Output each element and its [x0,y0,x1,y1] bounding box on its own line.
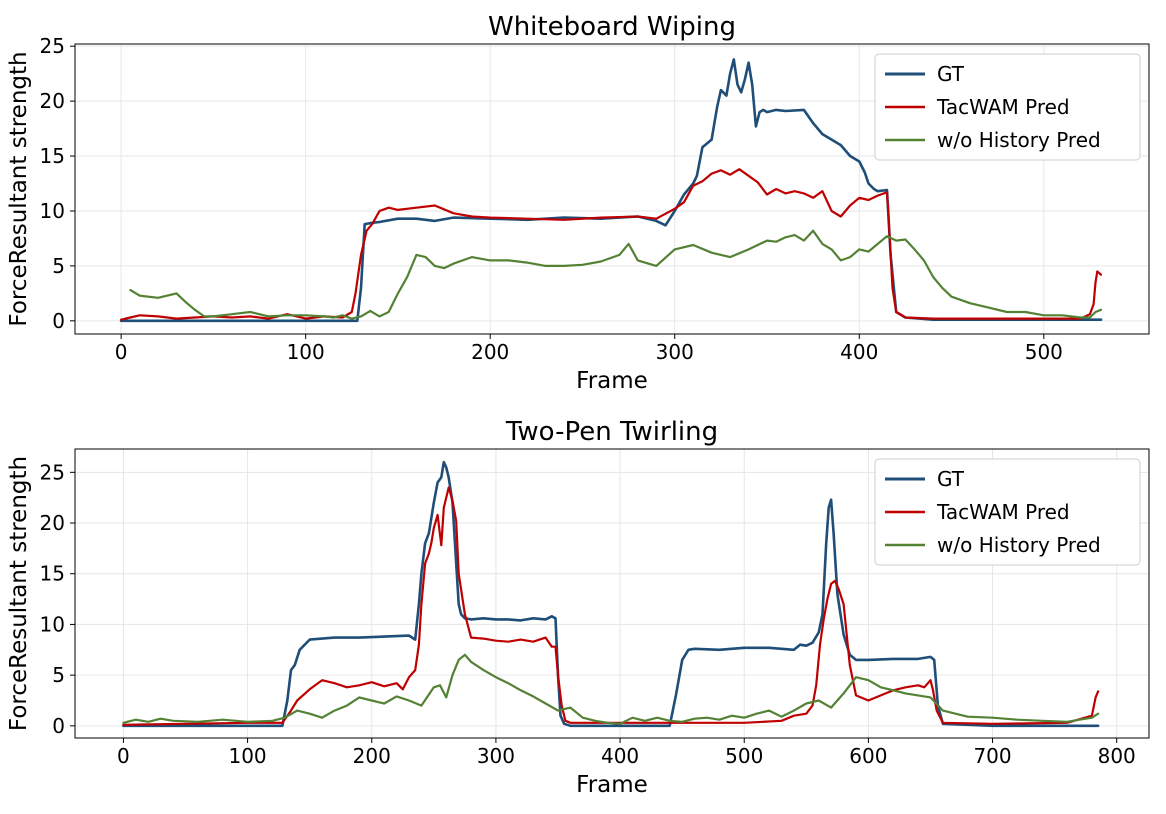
x-tick-label: 800 [1098,744,1136,768]
x-tick-label: 500 [1025,340,1063,364]
x-tick-label: 0 [115,340,128,364]
axes-frame [74,448,1150,739]
x-tick-label: 600 [849,744,887,768]
y-axis-label: ForceResultant strength [6,51,32,326]
legend-label: GT [937,467,965,491]
y-tick-label: 15 [40,144,65,168]
chart-title: Two-Pen Twirling [505,417,718,447]
y-tick-label: 20 [40,511,65,535]
series-line-w-o-history-pred [129,229,1103,320]
y-tick-label: 0 [52,714,65,738]
x-tick-label: 700 [973,744,1011,768]
y-tick-label: 20 [40,89,65,113]
legend-label: w/o History Pred [937,128,1101,152]
legend-box [874,458,1141,566]
x-tick-label: 400 [601,744,639,768]
y-tick-label: 25 [40,34,65,58]
x-tick-label: 100 [228,744,266,768]
x-tick-label: 200 [471,340,509,364]
x-tick-label: 0 [117,744,130,768]
legend-label: TacWAM Pred [936,95,1070,119]
y-axis-label: ForceResultant strength [6,456,32,731]
y-tick-label: 5 [52,663,65,687]
x-tick-label: 300 [477,744,515,768]
series-line-gt [119,58,1103,323]
y-tick-label: 5 [52,254,65,278]
axes-frame [74,43,1150,335]
y-tick-label: 0 [52,309,65,333]
chart-whiteboard-wiping: 0 100 200 300 400 500 0 5 10 15 20 25 Whiteboard Wip… [6,12,1150,394]
series-line-w-o-history-pred [122,653,1100,725]
chart-two-pen-twirling: 0 100 200 300 400 500 600 700 800 0 5 10 15 20 25 Two-P… [6,417,1150,798]
x-tick-label: 200 [353,744,391,768]
series-line-gt [122,460,1100,728]
series-line-tacwam-pred [122,486,1100,726]
legend-label: w/o History Pred [937,533,1101,557]
legend-label: GT [937,62,965,86]
y-tick-label: 25 [40,460,65,484]
y-tick-label: 15 [40,562,65,586]
legend-label: TacWAM Pred [936,500,1070,524]
x-tick-label: 500 [725,744,763,768]
x-axis-label: Frame [576,772,648,798]
legend: GT TacWAM Pred w/o History Pred [874,458,1141,566]
series-group [119,58,1103,323]
series-line-tacwam-pred [119,168,1103,321]
y-tick-label: 10 [40,612,65,636]
legend: GT TacWAM Pred w/o History Pred [874,53,1141,161]
chart-title: Whiteboard Wiping [488,12,736,42]
x-tick-label: 400 [840,340,878,364]
x-axis-label: Frame [576,368,648,394]
legend-box [874,53,1141,161]
x-tick-label: 300 [656,340,694,364]
series-group [122,460,1100,728]
y-tick-label: 10 [40,199,65,223]
x-tick-label: 100 [287,340,325,364]
